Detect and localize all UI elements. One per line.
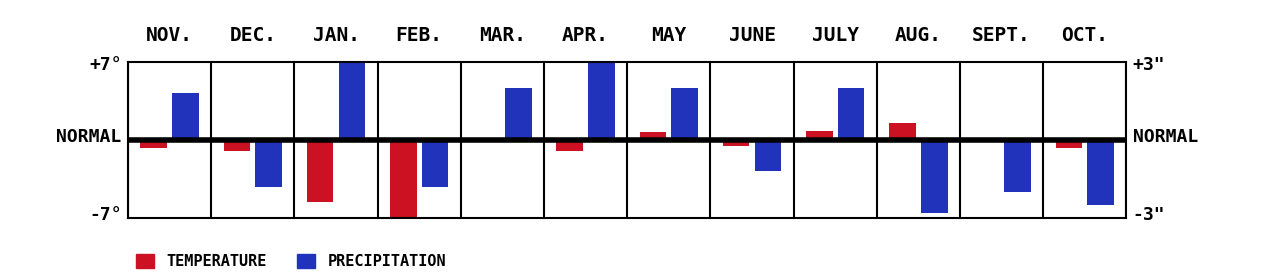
Bar	[672, 88, 698, 140]
Bar	[256, 140, 282, 187]
Bar	[723, 140, 749, 146]
Bar	[557, 140, 582, 151]
Text: +3": +3"	[1133, 56, 1165, 74]
Bar	[224, 140, 250, 151]
Bar	[890, 123, 915, 140]
Bar	[1005, 140, 1030, 192]
Bar	[141, 140, 166, 148]
Text: +7°: +7°	[90, 56, 122, 74]
Bar	[339, 0, 365, 140]
Text: MAY: MAY	[652, 26, 686, 45]
Bar	[589, 48, 614, 140]
Text: NORMAL: NORMAL	[1133, 128, 1198, 146]
Text: JUNE: JUNE	[728, 26, 776, 45]
Text: -7°: -7°	[90, 206, 122, 224]
Bar	[755, 140, 781, 171]
Text: SEPT.: SEPT.	[973, 26, 1030, 45]
Text: AUG.: AUG.	[895, 26, 942, 45]
Text: OCT.: OCT.	[1061, 26, 1108, 45]
Text: DEC.: DEC.	[229, 26, 276, 45]
Text: NORMAL: NORMAL	[56, 128, 122, 146]
Bar	[838, 88, 864, 140]
Bar	[390, 140, 416, 218]
Bar	[1088, 140, 1114, 205]
Bar	[307, 140, 333, 202]
Bar	[173, 93, 198, 140]
Bar	[806, 131, 832, 140]
Text: NOV.: NOV.	[146, 26, 193, 45]
Bar	[640, 132, 666, 140]
Text: JAN.: JAN.	[312, 26, 360, 45]
Text: MAR.: MAR.	[479, 26, 526, 45]
Bar	[922, 140, 947, 213]
Text: -3": -3"	[1133, 206, 1165, 224]
Bar	[1056, 140, 1082, 148]
Text: JULY: JULY	[812, 26, 859, 45]
Text: FEB.: FEB.	[396, 26, 443, 45]
Bar	[422, 140, 448, 187]
Bar	[506, 88, 531, 140]
Text: APR.: APR.	[562, 26, 609, 45]
Legend: TEMPERATURE, PRECIPITATION: TEMPERATURE, PRECIPITATION	[136, 254, 447, 269]
